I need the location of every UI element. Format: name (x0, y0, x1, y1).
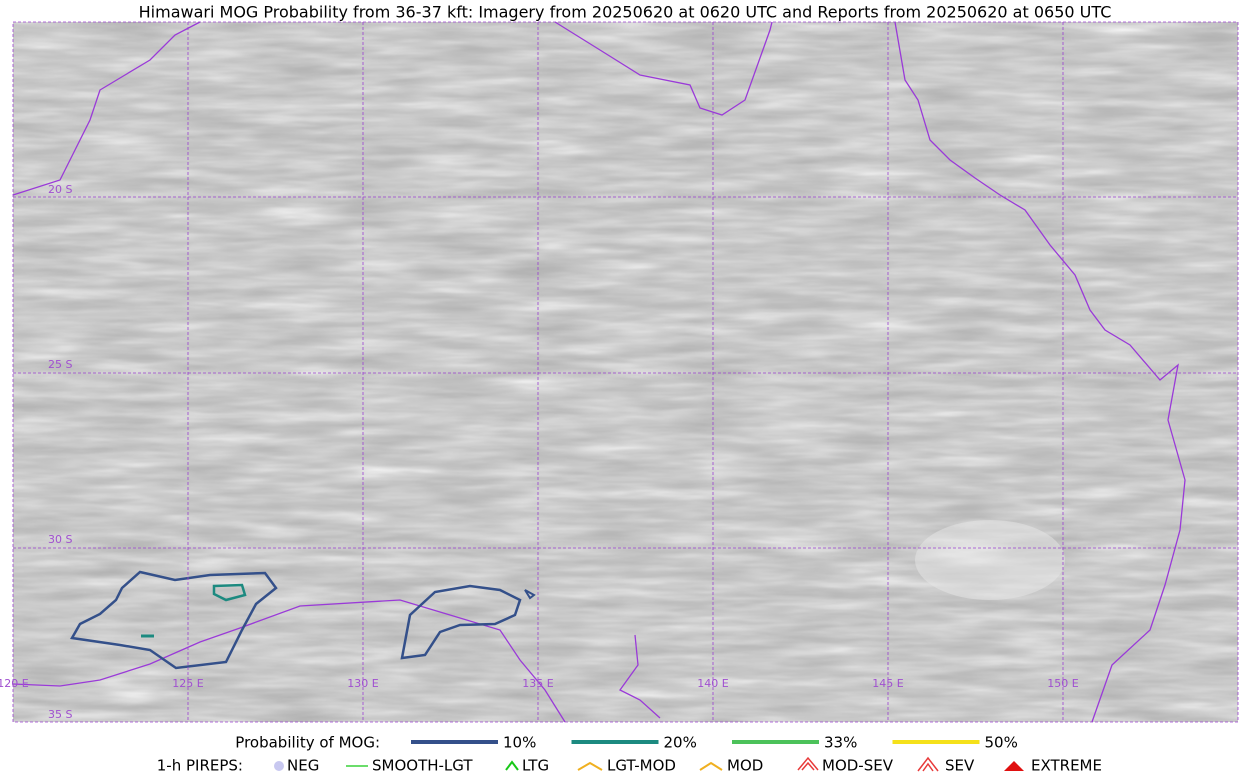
lon-label: 140 E (697, 677, 728, 690)
legend-label: MOD-SEV (822, 757, 894, 775)
cloud (915, 520, 1065, 600)
pirep-icon (917, 756, 939, 772)
legend-label: SMOOTH-LGT (372, 757, 473, 775)
lat-label: 20 S (48, 183, 72, 196)
coastline (12, 21, 201, 196)
legend-label: 33% (824, 734, 857, 752)
pirep-icon (577, 761, 603, 771)
lon-label: 135 E (522, 677, 553, 690)
mog-contour-10 (400, 584, 522, 660)
lon-label: 145 E (872, 677, 903, 690)
mog-contour-20 (212, 583, 247, 602)
lon-label: 130 E (347, 677, 378, 690)
coastline (894, 21, 1186, 723)
satellite-texture (13, 22, 1238, 722)
legend-label: EXTREME (1031, 757, 1102, 775)
lon-label: 120 E (0, 677, 29, 690)
map-frame (12, 21, 1239, 723)
lat-label: 30 S (48, 533, 72, 546)
lat-label: 25 S (48, 358, 72, 371)
pirep-icon (1004, 761, 1024, 771)
title: Himawari MOG Probability from 36-37 kft:… (139, 3, 1112, 22)
pirep-icon (274, 761, 284, 771)
legend-label: SEV (945, 757, 975, 775)
lat-label: 35 S (48, 708, 72, 721)
legend-label: MOD (727, 757, 763, 775)
lon-label: 125 E (172, 677, 203, 690)
coastline (619, 634, 661, 719)
legend-label: 50% (985, 734, 1018, 752)
legend-label: LGT-MOD (607, 757, 676, 775)
legend-title: 1-h PIREPS: (157, 757, 243, 775)
legend-label: 10% (503, 734, 536, 752)
lon-label: 150 E (1047, 677, 1078, 690)
legend-label: NEG (287, 757, 319, 775)
mog-contour-10 (524, 589, 536, 600)
pirep-icon (797, 756, 819, 771)
pirep-icon (505, 760, 519, 771)
map: 20 S 25 S 30 S 35 S 120 E 125 E 130 E 135 E 140 … (0, 21, 1239, 723)
legend-label: LTG (522, 757, 549, 775)
coastline (12, 599, 566, 723)
legend-label: 20% (664, 734, 697, 752)
mog-contour-10 (70, 570, 278, 670)
legend-title: Probability of MOG: (235, 734, 380, 752)
coastline (554, 21, 773, 116)
pirep-icon (699, 761, 723, 771)
